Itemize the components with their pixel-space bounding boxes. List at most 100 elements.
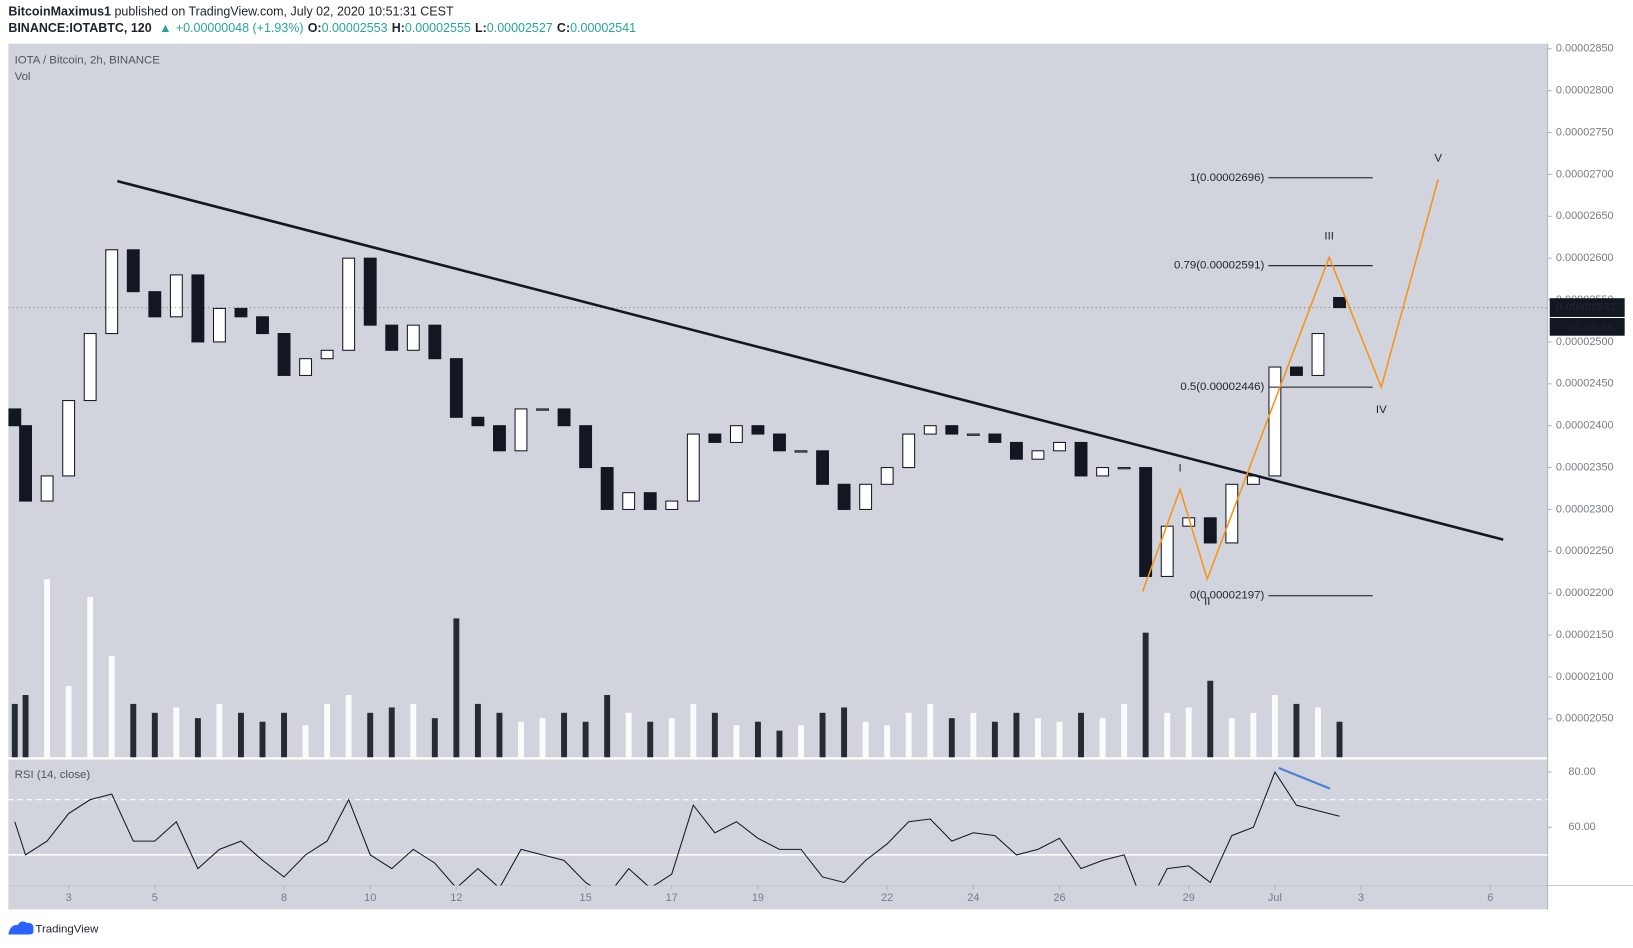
volume-bar — [259, 721, 266, 758]
ohlc-value: 0.00002555 — [405, 21, 471, 35]
price-plot: 1(0.00002696) 0.79(0.00002591) 0.5(0.00002… — [8, 153, 1548, 758]
candle — [579, 425, 593, 469]
candle — [859, 483, 873, 510]
candle — [557, 408, 571, 427]
x-tick-label: 3 — [1358, 892, 1364, 904]
logo-icon — [8, 921, 34, 935]
x-tick-label: 8 — [281, 892, 287, 904]
candle — [83, 333, 97, 402]
fib-label: 0(0.00002197) — [1190, 590, 1265, 602]
y-tick-label: 0.00002250 — [1556, 545, 1614, 557]
x-tick-label: 19 — [752, 892, 764, 904]
x-tick-label: 6 — [1487, 892, 1493, 904]
volume-bar — [1336, 721, 1343, 758]
volume-bar — [496, 712, 503, 758]
last-price-label: 0.00002541 — [1556, 302, 1617, 314]
candle — [837, 483, 851, 510]
wave-label: I — [1179, 463, 1182, 475]
axes: 0.00002850 0.00002800 0.00002750 0.00002700… — [66, 43, 1625, 904]
volume-bar — [948, 718, 955, 758]
candle — [62, 400, 76, 477]
candle — [1333, 297, 1346, 309]
candle — [1289, 366, 1303, 376]
volume-bar — [1250, 712, 1257, 758]
volume-bar — [754, 721, 761, 758]
candle — [708, 433, 722, 443]
volume-bar — [108, 655, 115, 758]
x-tick-label: Jul — [1268, 892, 1282, 904]
footer-brand: TradingView — [35, 923, 99, 935]
ohlc-key: O: — [308, 21, 322, 35]
candle — [1268, 366, 1282, 477]
wave-label: II — [1204, 596, 1210, 608]
volume-bar — [582, 721, 589, 758]
candle — [8, 408, 22, 427]
y-tick-label: 0.00002850 — [1556, 43, 1614, 55]
ohlc-key: C: — [557, 21, 570, 35]
publisher: BitcoinMaximus1 — [8, 5, 111, 19]
volume-bar — [1185, 707, 1192, 758]
candle — [342, 257, 356, 351]
x-tick-label: 29 — [1183, 892, 1195, 904]
volume-bar — [345, 695, 352, 758]
volume-bar — [151, 712, 158, 758]
candle — [643, 492, 657, 510]
trendline — [117, 179, 1504, 541]
wave-label: V — [1434, 153, 1442, 165]
y-tick-label: 0.00002600 — [1556, 252, 1614, 264]
volume-bar — [431, 718, 438, 758]
candle — [751, 425, 765, 435]
volume-bar — [1078, 712, 1084, 758]
candle — [40, 475, 54, 502]
volume-bar — [216, 703, 223, 758]
countdown-label: 01:08:34 — [1568, 321, 1613, 333]
rsi-pane — [8, 759, 1548, 910]
volume-bar — [733, 725, 740, 758]
ohlc-value: 0.00002527 — [487, 21, 553, 35]
candle — [449, 358, 463, 418]
candle — [148, 291, 162, 318]
candle — [729, 425, 743, 443]
candle — [191, 274, 205, 343]
change: +0.00000048 (+1.93%) — [176, 21, 304, 35]
candle — [320, 349, 334, 360]
ohlc-value: 0.00002553 — [322, 21, 388, 35]
symbol: BINANCE:IOTABTC, 120 — [8, 21, 151, 35]
countdown-box — [1549, 318, 1625, 336]
candle — [363, 257, 377, 326]
header-line: BitcoinMaximus1 published on TradingView… — [8, 5, 454, 19]
y-tick-label: 0.00002450 — [1556, 378, 1614, 390]
rsi-line — [14, 770, 1340, 886]
x-tick-label: 5 — [152, 892, 158, 904]
candle — [1117, 467, 1131, 470]
candle — [19, 425, 33, 502]
volume-bar — [1099, 718, 1106, 758]
rsi-tick-label: 60.00 — [1568, 821, 1595, 833]
volume-bar — [130, 703, 137, 758]
volume-bar — [841, 707, 848, 758]
y-tick-label: 0.00002200 — [1556, 587, 1614, 599]
volume-bar — [367, 712, 374, 758]
candle — [493, 425, 506, 452]
volume-bar — [474, 703, 481, 758]
candle — [406, 324, 420, 351]
candle — [536, 408, 549, 411]
volume-bar — [1142, 632, 1149, 758]
volume-bar — [819, 712, 826, 758]
volume-bar — [1207, 680, 1214, 758]
volume-bar — [1271, 695, 1278, 758]
volume-bar — [1315, 707, 1321, 758]
volume-bar — [776, 730, 783, 758]
volume-bar — [1164, 712, 1171, 758]
candle — [471, 416, 485, 427]
volume-bar — [1013, 712, 1020, 758]
rsi-title: RSI (14, close) — [15, 769, 91, 781]
volume-bar — [991, 721, 998, 758]
volume-bar — [238, 712, 244, 758]
volume-bar — [1293, 703, 1300, 758]
volume-bar — [281, 712, 288, 758]
wave-path — [1141, 179, 1439, 592]
candle — [902, 433, 916, 469]
volume-bar — [927, 703, 934, 758]
